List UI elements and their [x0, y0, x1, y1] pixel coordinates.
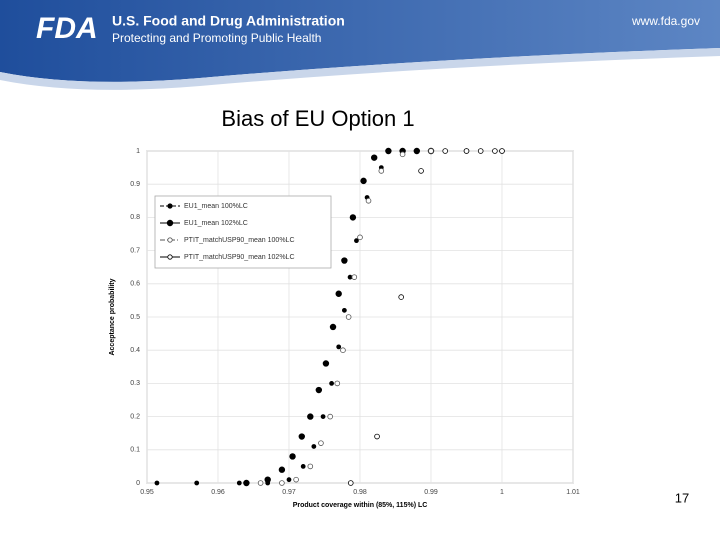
y-axis-label: Acceptance probability [109, 278, 116, 355]
point [335, 290, 342, 297]
point [327, 413, 333, 420]
y-tick-label: 0.2 [130, 413, 140, 420]
header-swoosh [0, 48, 720, 90]
point [318, 440, 324, 446]
point [365, 198, 372, 204]
legend-label: PTIT_matchUSP90_mean 102%LC [184, 254, 295, 261]
point [357, 234, 363, 241]
legend-marker [167, 254, 173, 260]
y-tick-label: 0 [136, 480, 140, 487]
y-tick-label: 1 [136, 148, 140, 155]
point [279, 480, 285, 486]
point [499, 148, 505, 154]
header-subtitle: Protecting and Promoting Public Health [112, 31, 321, 45]
header-title: U.S. Food and Drug Administration [112, 13, 345, 29]
legend-label: EU1_mean 102%LC [184, 220, 248, 227]
x-tick-label: 0.95 [140, 489, 154, 496]
point [463, 148, 470, 154]
point [345, 314, 352, 320]
point [264, 476, 271, 483]
x-tick-label: 0.98 [353, 489, 367, 496]
y-tick-label: 0.3 [130, 380, 140, 387]
x-tick-label: 0.97 [282, 489, 296, 496]
point [347, 274, 353, 280]
legend-label: PTIT_matchUSP90_mean 100%LC [184, 237, 295, 244]
x-tick-label: 0.99 [424, 489, 438, 496]
point [354, 238, 359, 244]
x-tick-label: 1 [500, 489, 504, 496]
point [194, 480, 200, 486]
point [360, 177, 367, 185]
legend-marker [166, 219, 174, 227]
point [293, 476, 299, 483]
y-tick-label: 0.4 [130, 347, 140, 354]
point [341, 307, 347, 313]
point [278, 466, 286, 473]
point [307, 413, 314, 420]
point [374, 433, 380, 440]
chart-title: Bias of EU Option 1 [221, 106, 414, 131]
point [378, 168, 385, 174]
legend-marker [167, 203, 173, 209]
point [341, 257, 348, 264]
y-tick-label: 0.7 [130, 247, 140, 254]
point [329, 323, 337, 331]
slide-number: 17 [675, 490, 689, 505]
point [351, 274, 358, 280]
header-url: www.fda.gov [631, 14, 700, 28]
point [311, 444, 317, 449]
point [307, 463, 314, 470]
point [398, 294, 404, 300]
y-tick-label: 0.8 [130, 214, 140, 221]
point [322, 360, 330, 367]
y-tick-label: 0.9 [130, 181, 140, 188]
point [442, 148, 449, 154]
legend-box [154, 195, 332, 269]
legend-marker [167, 237, 173, 243]
point [154, 480, 160, 486]
point [492, 148, 498, 154]
header-band [0, 0, 720, 82]
point [347, 480, 354, 486]
legend-label: EU1_mean 100%LC [184, 203, 248, 210]
point [300, 463, 306, 469]
point [334, 380, 341, 387]
point [329, 380, 335, 386]
point [413, 147, 420, 155]
point [385, 147, 392, 155]
y-tick-label: 0.5 [130, 314, 140, 321]
y-tick-label: 0.1 [130, 447, 140, 454]
point [320, 414, 326, 420]
x-tick-label: 0.96 [211, 489, 225, 496]
x-tick-label: 1.01 [566, 489, 580, 496]
point [340, 347, 346, 354]
point [336, 344, 342, 350]
point [428, 148, 434, 154]
x-axis-label: Product coverage within (85%, 115%) LC [293, 502, 428, 509]
point [315, 386, 323, 394]
point [257, 480, 264, 486]
point [349, 214, 357, 221]
y-tick-label: 0.6 [130, 281, 140, 288]
point [298, 433, 305, 440]
point [236, 480, 242, 486]
point [243, 479, 250, 487]
point [289, 453, 296, 460]
point [477, 148, 484, 154]
point [286, 477, 292, 483]
logo: FDA [36, 12, 98, 45]
point [399, 151, 406, 158]
point [371, 154, 378, 161]
point [418, 168, 424, 174]
